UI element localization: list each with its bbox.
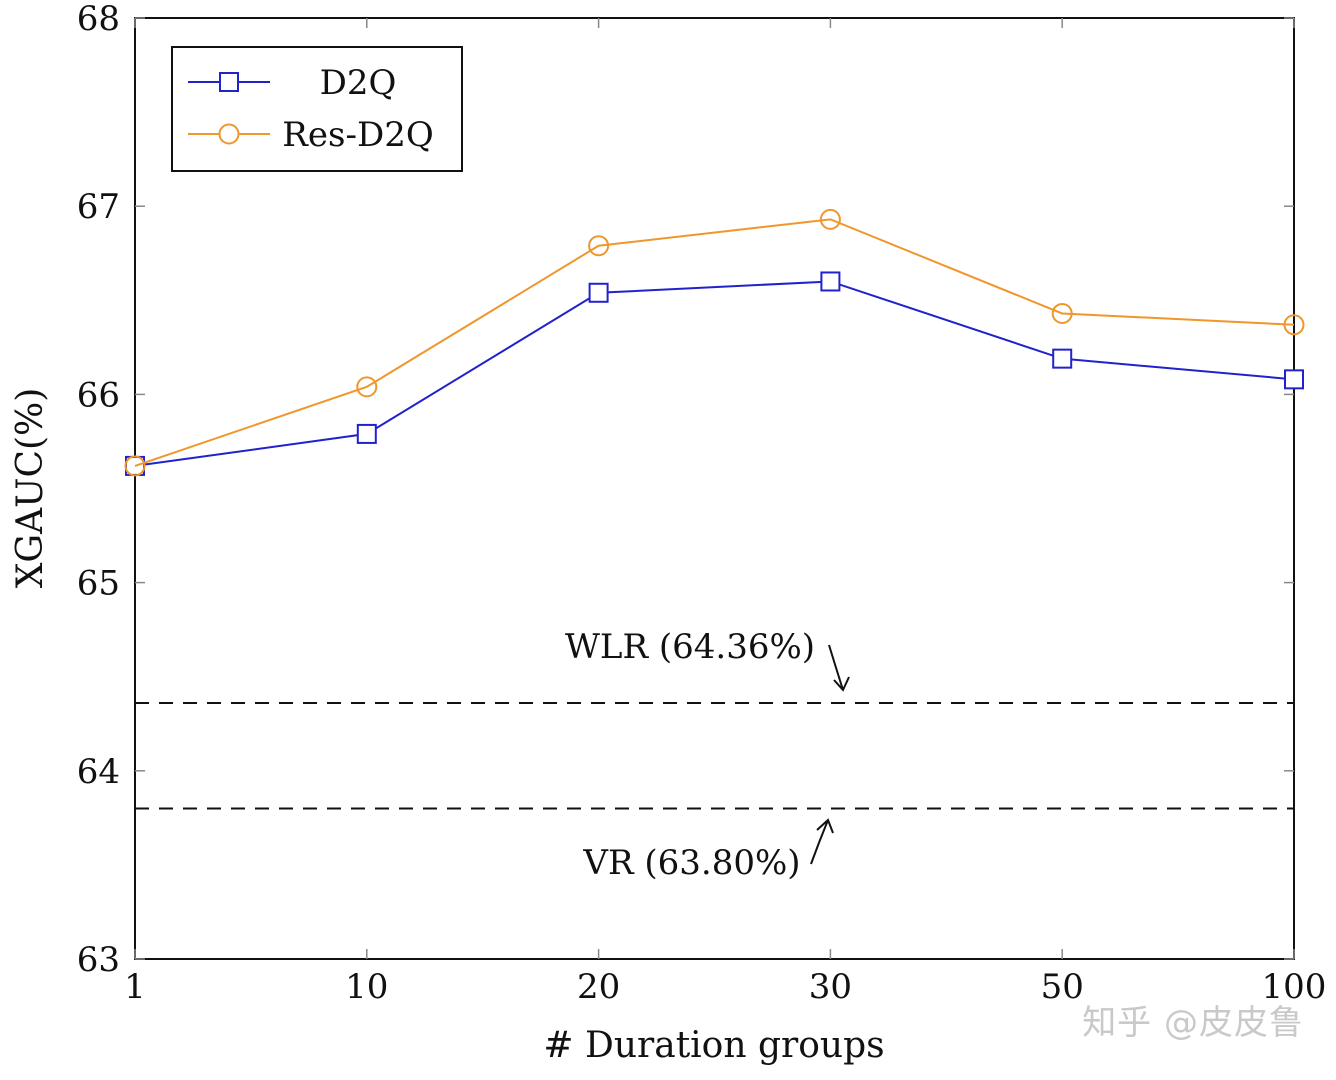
data-point-res-d2q [356,376,378,398]
data-point-res-d2q [124,455,146,477]
data-point-res-d2q [1283,314,1305,336]
x-axis-label: # Duration groups [543,1025,884,1066]
series-line-d2q [134,280,1295,467]
x-tick-label: 100 [1262,967,1327,1007]
wlr-annotation: WLR (64.36%) [565,627,815,667]
legend-circle-marker [218,123,240,145]
watermark-text: 知乎 @皮皮鲁 [1082,1003,1304,1043]
legend-label-res-d2q: Res-D2Q [282,115,433,155]
y-axis-label: XGAUC(%) [10,388,51,589]
y-tick-label: 63 [77,940,120,980]
legend: D2Q Res-D2Q [171,46,463,172]
y-tick-label: 66 [77,375,120,415]
x-tick-label: 1 [124,967,146,1007]
vr-annotation: VR (63.80%) [582,843,800,883]
wlr-annotation-arrow [828,644,850,692]
data-point-d2q [1052,348,1073,369]
data-point-d2q [820,271,841,292]
legend-square-marker [219,72,239,92]
axis-ticks: 1 10 20 30 50 100 63 64 65 66 67 68 [77,0,1327,1007]
vr-annotation-arrow [810,818,834,865]
data-point-d2q [588,282,609,303]
x-tick-label: 30 [809,967,852,1007]
data-point-d2q [356,423,377,444]
plot-area-frame [134,17,1295,960]
y-tick-label: 65 [77,564,120,604]
data-series [124,208,1305,477]
data-point-d2q [1284,369,1304,390]
y-tick-label: 64 [77,752,120,792]
y-tick-label: 68 [77,0,120,39]
data-point-res-d2q [819,208,841,230]
x-tick-label: 10 [345,967,388,1007]
reference-lines [135,702,1294,810]
data-point-res-d2q [1051,302,1073,324]
y-tick-label: 67 [77,187,120,227]
legend-box [171,46,463,172]
x-tick-label: 20 [577,967,620,1007]
legend-label-d2q: D2Q [320,63,397,103]
x-tick-label: 50 [1041,967,1084,1007]
series-line-res-d2q [134,218,1295,467]
data-point-res-d2q [588,235,610,257]
